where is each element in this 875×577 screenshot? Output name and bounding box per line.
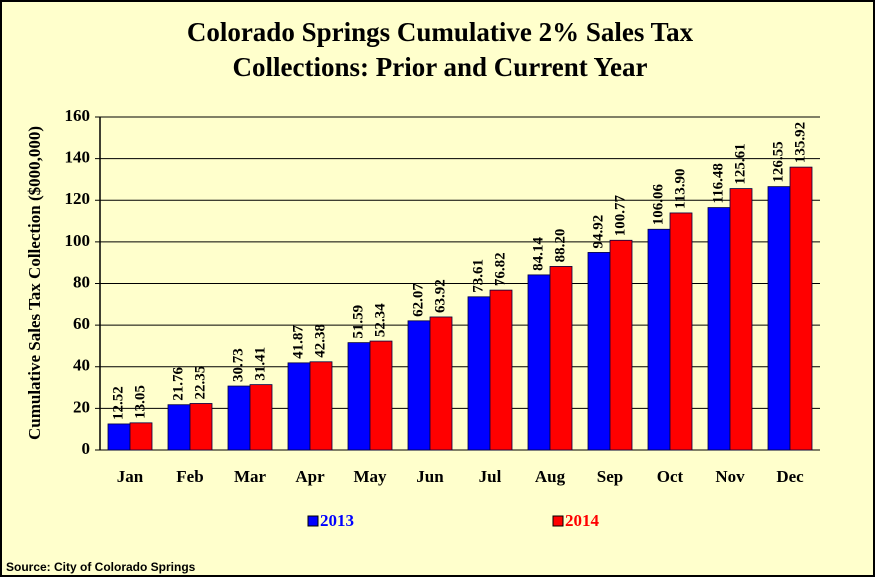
- y-tick-label: 40: [73, 356, 90, 375]
- x-tick-label: Mar: [234, 467, 267, 486]
- bar: [609, 239, 633, 451]
- value-label: 113.90: [672, 169, 688, 209]
- value-label: 100.77: [612, 195, 628, 237]
- y-tick-label: 80: [73, 272, 90, 291]
- x-tick-label: Oct: [657, 467, 684, 486]
- legend-label: 2014: [565, 511, 600, 530]
- y-tick-label: 0: [82, 439, 91, 458]
- bar: [527, 274, 551, 451]
- x-tick-label: Jun: [416, 467, 444, 486]
- bar: [287, 362, 311, 451]
- x-tick-label: Nov: [715, 467, 745, 486]
- value-label: 94.92: [590, 215, 606, 249]
- value-label: 116.48: [710, 163, 726, 203]
- value-label: 21.76: [170, 366, 186, 400]
- bar: [347, 342, 371, 451]
- y-tick-label: 60: [73, 314, 90, 333]
- value-label: 51.59: [350, 305, 366, 339]
- value-label: 41.87: [290, 325, 306, 359]
- value-label: 31.41: [252, 347, 268, 381]
- value-label: 84.14: [530, 237, 546, 271]
- value-label: 88.20: [552, 229, 568, 263]
- bar: [129, 422, 153, 451]
- source: Source: City of Colorado Springs: [6, 560, 196, 574]
- value-label: 22.35: [192, 366, 208, 400]
- y-tick-label: 140: [65, 148, 91, 167]
- x-tick-label: Feb: [176, 467, 203, 486]
- x-tick-label: Apr: [295, 467, 325, 486]
- value-label: 42.38: [312, 324, 328, 358]
- bar: [309, 361, 333, 451]
- value-label: 126.55: [770, 141, 786, 182]
- legend-swatch: [552, 515, 564, 527]
- bar: [227, 385, 251, 451]
- bar: [369, 340, 393, 451]
- legend-swatch: [307, 515, 319, 527]
- bar: [707, 207, 731, 451]
- bar: [189, 403, 213, 451]
- value-label: 73.61: [470, 259, 486, 293]
- bar: [467, 296, 491, 451]
- value-label: 63.92: [432, 279, 448, 313]
- x-tick-label: Jan: [117, 467, 144, 486]
- bar: [107, 423, 131, 451]
- y-axis-label: Cumulative Sales Tax Collection ($000,00…: [25, 126, 44, 440]
- bar: [729, 188, 753, 451]
- value-label: 13.05: [132, 385, 148, 419]
- bar: [587, 252, 611, 451]
- y-tick-label: 160: [65, 106, 91, 125]
- y-tick-label: 20: [73, 397, 90, 416]
- bar: [407, 320, 431, 451]
- y-tick-label: 120: [65, 189, 91, 208]
- x-tick-label: Dec: [776, 467, 804, 486]
- value-label: 76.82: [492, 252, 508, 286]
- value-label: 106.06: [650, 184, 666, 226]
- value-label: 52.34: [372, 303, 388, 337]
- bar: [669, 212, 693, 451]
- bar: [489, 289, 513, 451]
- chart-title: Colorado Springs Cumulative 2% Sales Tax: [187, 17, 694, 47]
- legend-label: 2013: [320, 511, 354, 530]
- y-tick-label: 100: [65, 231, 91, 250]
- bar: [789, 166, 813, 451]
- value-label: 30.73: [230, 348, 246, 382]
- chart-title: Collections: Prior and Current Year: [233, 52, 648, 82]
- value-label: 125.61: [732, 143, 748, 184]
- value-label: 62.07: [410, 283, 426, 317]
- bar: [647, 228, 671, 451]
- bar: [429, 316, 453, 451]
- value-label: 135.92: [792, 122, 808, 163]
- x-tick-label: Aug: [535, 467, 566, 486]
- x-tick-label: Jul: [479, 467, 502, 486]
- bar: [167, 404, 191, 451]
- value-label: 12.52: [110, 386, 126, 420]
- bar: [549, 266, 573, 451]
- x-tick-label: May: [353, 467, 387, 486]
- x-tick-label: Sep: [597, 467, 623, 486]
- bar: [767, 186, 791, 451]
- bar: [249, 384, 273, 451]
